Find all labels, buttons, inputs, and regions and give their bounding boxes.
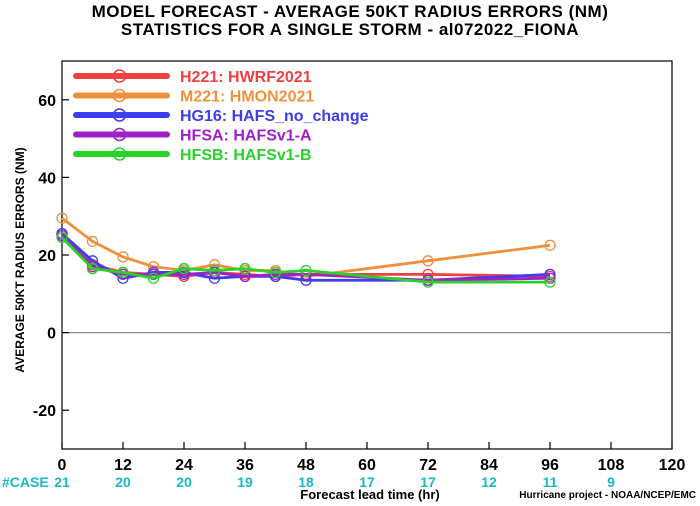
x-tick-label: 72 bbox=[419, 457, 437, 474]
case-count: 9 bbox=[607, 474, 615, 490]
y-tick-label: 0 bbox=[47, 326, 56, 343]
series-marker bbox=[117, 251, 129, 263]
y-tick-label: -20 bbox=[33, 403, 56, 420]
case-label: #CASE bbox=[2, 474, 49, 490]
series-marker bbox=[300, 264, 312, 277]
legend-marker bbox=[112, 108, 127, 122]
x-tick-label: 60 bbox=[358, 457, 376, 474]
series-marker bbox=[422, 276, 434, 288]
chart-title: MODEL FORECAST - AVERAGE 50KT RADIUS ERR… bbox=[91, 2, 609, 21]
series-marker bbox=[86, 235, 99, 248]
series-marker bbox=[117, 266, 129, 279]
case-count: 11 bbox=[543, 474, 558, 490]
series-marker bbox=[86, 262, 99, 275]
legend-label: HG16: HAFS_no_change bbox=[180, 108, 369, 125]
case-count: 19 bbox=[237, 474, 253, 490]
series-marker bbox=[239, 262, 251, 275]
case-count: 21 bbox=[54, 474, 70, 490]
series-marker bbox=[178, 262, 190, 275]
x-tick-label: 108 bbox=[598, 457, 625, 474]
series-marker bbox=[544, 276, 556, 288]
case-count: 17 bbox=[359, 474, 375, 490]
legend-label: HFSB: HAFSv1-B bbox=[180, 147, 312, 164]
x-tick-label: 120 bbox=[659, 457, 686, 474]
x-tick-label: 36 bbox=[236, 457, 254, 474]
series-marker bbox=[269, 266, 282, 279]
x-axis-label: Forecast lead time (hr) bbox=[300, 487, 439, 502]
legend-label: H221: HWRF2021 bbox=[180, 69, 312, 86]
series-line bbox=[61, 236, 550, 284]
series-marker bbox=[56, 212, 68, 224]
x-tick-label: 48 bbox=[297, 457, 315, 474]
y-axis-label: AVERAGE 50KT RADIUS ERRORS (NM) bbox=[13, 147, 27, 372]
case-count: 17 bbox=[420, 474, 436, 490]
x-tick-label: 24 bbox=[175, 457, 193, 474]
legend-marker bbox=[112, 88, 127, 103]
x-tick-label: 96 bbox=[541, 457, 559, 474]
legend-marker bbox=[112, 147, 127, 161]
series-marker bbox=[56, 231, 68, 244]
legend-label: HFSA: HAFSv1-A bbox=[180, 128, 312, 145]
case-count: 12 bbox=[481, 474, 497, 490]
chart-subtitle: STATISTICS FOR A SINGLE STORM - al072022… bbox=[120, 20, 580, 39]
y-tick-label: 60 bbox=[38, 93, 56, 110]
x-tick-label: 84 bbox=[480, 457, 498, 474]
x-tick-label: 0 bbox=[58, 457, 67, 474]
series-marker bbox=[422, 255, 434, 267]
source-credit: Hurricane project - NOAA/NCEP/EMC bbox=[519, 490, 696, 501]
series-marker bbox=[239, 270, 251, 282]
series-line bbox=[61, 217, 551, 278]
series-marker bbox=[544, 239, 556, 251]
legend-label: M221: HMON2021 bbox=[180, 89, 314, 106]
x-tick-label: 12 bbox=[114, 457, 132, 474]
legend-marker bbox=[112, 127, 127, 142]
case-count: 20 bbox=[176, 474, 192, 490]
y-tick-label: 20 bbox=[38, 248, 56, 265]
case-count: 18 bbox=[298, 474, 314, 490]
series-marker bbox=[208, 264, 221, 277]
legend-marker bbox=[112, 69, 127, 83]
series-marker bbox=[147, 272, 160, 284]
case-count: 20 bbox=[115, 474, 131, 490]
y-tick-label: 40 bbox=[38, 170, 56, 187]
